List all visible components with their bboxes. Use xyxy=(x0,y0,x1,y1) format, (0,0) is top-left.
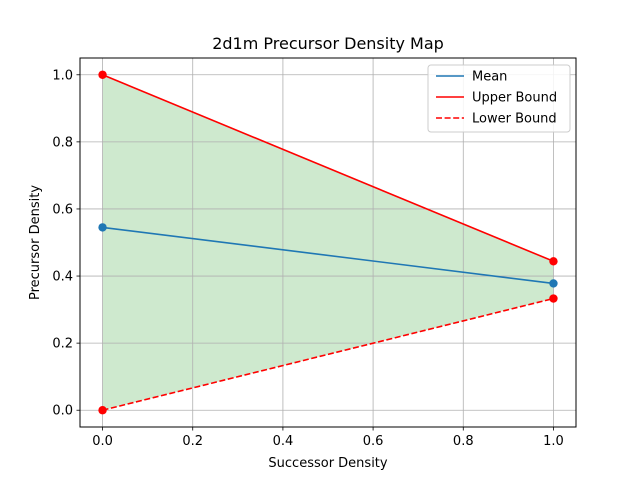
x-tick-label: 0.6 xyxy=(363,434,384,449)
data-point-lower-bound xyxy=(98,406,107,415)
y-tick-label: 0.6 xyxy=(52,202,73,217)
series-line-upper-bound xyxy=(102,74,554,263)
chart-title: 2d1m Precursor Density Map xyxy=(212,34,444,53)
series-line-lower-bound xyxy=(102,297,554,412)
y-tick-label: 1.0 xyxy=(52,68,73,83)
legend: Mean Upper Bound Lower Bound xyxy=(427,64,571,133)
y-tick-label: 0.2 xyxy=(52,337,73,352)
y-tick-label: 0.4 xyxy=(52,270,73,285)
y-axis-title: Precursor Density xyxy=(28,185,43,300)
data-point-mean xyxy=(98,223,107,232)
x-tick-label: 0.0 xyxy=(92,434,113,449)
x-tick-label: 1.0 xyxy=(543,434,564,449)
data-point-mean xyxy=(549,279,558,288)
legend-label-lower-bound: Lower Bound xyxy=(472,112,557,127)
x-tick-label: 0.8 xyxy=(453,434,474,449)
legend-box xyxy=(427,64,571,133)
legend-label-upper-bound: Upper Bound xyxy=(472,91,557,106)
data-point-lower-bound xyxy=(549,294,558,303)
x-axis-title: Successor Density xyxy=(268,456,387,471)
series-line-mean xyxy=(102,226,554,285)
tick-layer: 0.0 0.2 0.4 0.6 0.8 1.0 0.0 0.2 0.4 0.6 0.8 1.0 xyxy=(52,68,563,449)
data-point-upper-bound xyxy=(98,70,107,79)
data-point-upper-bound xyxy=(549,257,558,266)
y-tick-label: 0.0 xyxy=(52,404,73,419)
y-tick-label: 0.8 xyxy=(52,135,73,150)
plot-frame xyxy=(79,57,577,428)
x-tick-label: 0.2 xyxy=(182,434,203,449)
x-tick-label: 0.4 xyxy=(273,434,294,449)
grid-layer xyxy=(80,58,576,427)
legend-label-mean: Mean xyxy=(472,70,507,85)
series-layer xyxy=(98,70,558,415)
